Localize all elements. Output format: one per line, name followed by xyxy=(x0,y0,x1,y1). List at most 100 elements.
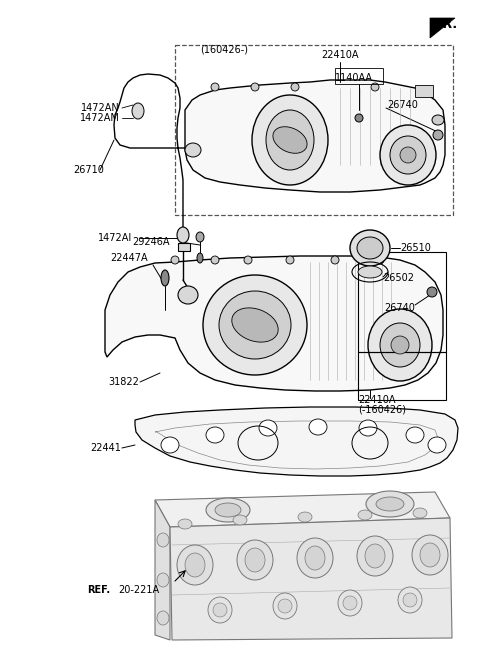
Text: 26502: 26502 xyxy=(383,273,414,283)
Text: 26710: 26710 xyxy=(73,165,104,175)
Ellipse shape xyxy=(338,590,362,616)
Text: 26510: 26510 xyxy=(400,243,431,253)
Ellipse shape xyxy=(245,548,265,572)
Ellipse shape xyxy=(177,227,189,243)
Bar xyxy=(175,45,453,215)
Ellipse shape xyxy=(161,270,169,286)
Polygon shape xyxy=(185,80,445,192)
Ellipse shape xyxy=(233,515,247,525)
Ellipse shape xyxy=(219,291,291,359)
Ellipse shape xyxy=(259,420,277,436)
Ellipse shape xyxy=(157,533,169,547)
Bar xyxy=(358,252,446,352)
Ellipse shape xyxy=(171,256,179,264)
Text: (-160426): (-160426) xyxy=(358,405,406,415)
Ellipse shape xyxy=(132,103,144,119)
Ellipse shape xyxy=(206,427,224,443)
Ellipse shape xyxy=(355,114,363,122)
Ellipse shape xyxy=(305,546,325,570)
Ellipse shape xyxy=(420,543,440,567)
Text: 22410A: 22410A xyxy=(358,395,396,405)
Ellipse shape xyxy=(273,127,307,153)
Ellipse shape xyxy=(286,256,294,264)
Ellipse shape xyxy=(298,512,312,522)
Ellipse shape xyxy=(380,125,436,185)
Ellipse shape xyxy=(206,498,250,522)
Ellipse shape xyxy=(380,323,420,367)
Ellipse shape xyxy=(178,519,192,529)
Ellipse shape xyxy=(215,503,241,517)
Text: 1472AI: 1472AI xyxy=(98,233,132,243)
Text: 22447A: 22447A xyxy=(110,253,148,263)
Ellipse shape xyxy=(406,427,424,443)
Ellipse shape xyxy=(185,553,205,577)
Ellipse shape xyxy=(357,237,383,259)
Ellipse shape xyxy=(203,275,307,375)
Ellipse shape xyxy=(244,256,252,264)
Ellipse shape xyxy=(428,437,446,453)
Text: (160426-): (160426-) xyxy=(200,45,248,55)
Ellipse shape xyxy=(185,143,201,157)
Text: 1140AA: 1140AA xyxy=(335,73,373,83)
Ellipse shape xyxy=(213,603,227,617)
Ellipse shape xyxy=(266,110,314,170)
Polygon shape xyxy=(155,492,450,527)
Bar xyxy=(358,352,446,400)
Polygon shape xyxy=(430,18,455,38)
Ellipse shape xyxy=(197,253,203,263)
Ellipse shape xyxy=(427,287,437,297)
Ellipse shape xyxy=(398,587,422,613)
Ellipse shape xyxy=(400,147,416,163)
Ellipse shape xyxy=(403,593,417,607)
Ellipse shape xyxy=(350,230,390,266)
Ellipse shape xyxy=(211,256,219,264)
Ellipse shape xyxy=(177,545,213,585)
Ellipse shape xyxy=(376,497,404,511)
Ellipse shape xyxy=(432,115,444,125)
Ellipse shape xyxy=(368,309,432,381)
Ellipse shape xyxy=(376,256,384,264)
Polygon shape xyxy=(155,500,170,640)
Bar xyxy=(178,243,190,251)
Ellipse shape xyxy=(413,508,427,518)
Ellipse shape xyxy=(343,596,357,610)
Bar xyxy=(415,85,433,97)
Ellipse shape xyxy=(358,266,382,278)
Polygon shape xyxy=(105,256,443,391)
Ellipse shape xyxy=(251,83,259,91)
Text: 1472AM: 1472AM xyxy=(80,113,120,123)
Text: FR.: FR. xyxy=(435,18,458,31)
Text: REF.: REF. xyxy=(87,585,110,595)
Ellipse shape xyxy=(391,336,409,354)
Ellipse shape xyxy=(390,136,426,174)
Ellipse shape xyxy=(273,593,297,619)
Text: 31822: 31822 xyxy=(108,377,139,387)
Ellipse shape xyxy=(161,437,179,453)
Text: 1472AN: 1472AN xyxy=(81,103,120,113)
Ellipse shape xyxy=(331,256,339,264)
Text: 26740: 26740 xyxy=(384,303,415,313)
Ellipse shape xyxy=(297,538,333,578)
Ellipse shape xyxy=(371,83,379,91)
Ellipse shape xyxy=(359,420,377,436)
Ellipse shape xyxy=(365,544,385,568)
Ellipse shape xyxy=(237,540,273,580)
Ellipse shape xyxy=(366,491,414,517)
Ellipse shape xyxy=(232,308,278,342)
Ellipse shape xyxy=(412,535,448,575)
Ellipse shape xyxy=(211,83,219,91)
Ellipse shape xyxy=(178,286,198,304)
Polygon shape xyxy=(170,518,452,640)
Bar xyxy=(335,68,383,84)
Text: 29246A: 29246A xyxy=(132,237,169,247)
Text: 22410A: 22410A xyxy=(321,50,359,60)
Ellipse shape xyxy=(358,510,372,520)
Ellipse shape xyxy=(157,573,169,587)
Ellipse shape xyxy=(309,419,327,435)
Ellipse shape xyxy=(196,232,204,242)
Text: 22441: 22441 xyxy=(90,443,121,453)
Ellipse shape xyxy=(157,611,169,625)
Text: 20-221A: 20-221A xyxy=(118,585,159,595)
Ellipse shape xyxy=(291,83,299,91)
Ellipse shape xyxy=(357,536,393,576)
